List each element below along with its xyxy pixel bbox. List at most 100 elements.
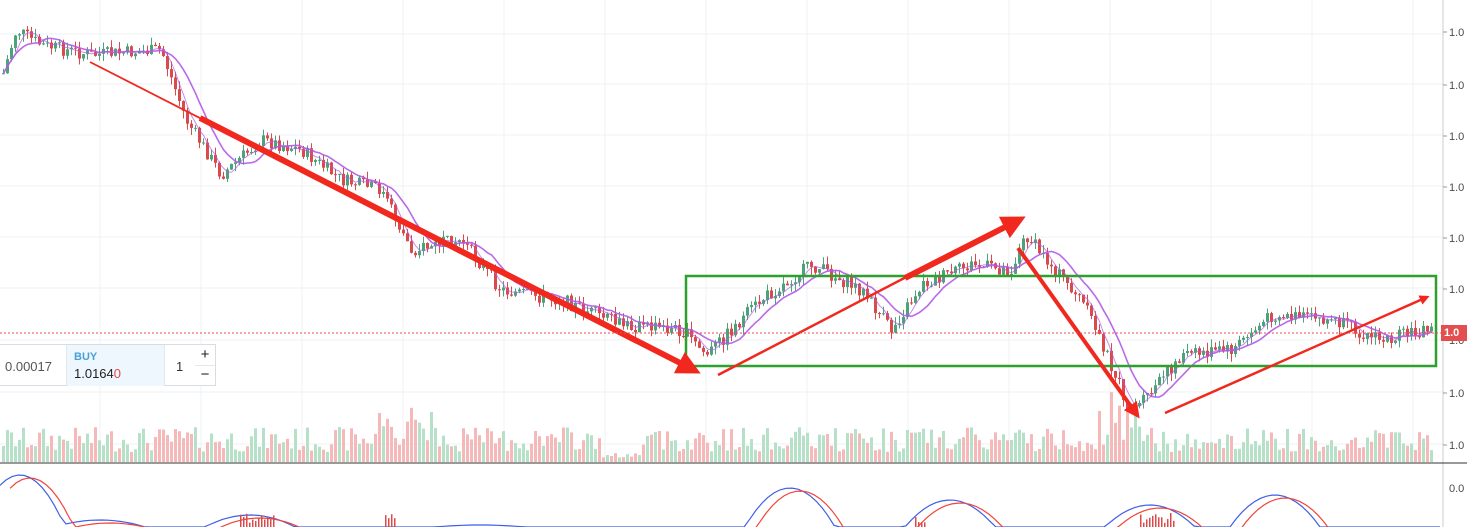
order-panel[interactable]: 0.00017 BUY 1.01640 1 + − [0, 344, 216, 386]
volume-bar [622, 457, 625, 462]
volume-bar [1286, 428, 1289, 462]
volume-bar [370, 443, 373, 462]
candle-body [666, 325, 669, 333]
volume-bar [1190, 447, 1193, 462]
macd-line [0, 474, 1440, 527]
price-axis-label: 1.0 [1449, 131, 1464, 143]
volume-bar [1134, 407, 1137, 462]
candle-body [358, 177, 361, 185]
candle-body [566, 295, 569, 307]
volume-bar [862, 438, 865, 462]
price-axis-label: 1.0 [1449, 388, 1464, 400]
price-axis[interactable]: 1.0 1.0 1.0 1.0 1.0 1.0 1.0 1.0 1.0 [1443, 27, 1464, 452]
candle-body [426, 242, 429, 249]
volume-bar [814, 448, 817, 462]
volume-bar [1366, 437, 1369, 462]
moving-average-slow [2, 37, 1432, 398]
buy-button[interactable]: BUY 1.01640 [66, 345, 165, 386]
volume-bar [914, 432, 917, 462]
volume-bar [1330, 440, 1333, 462]
volume-bar [214, 442, 217, 462]
volume-bar [526, 450, 529, 462]
candle-body [98, 53, 101, 56]
candle-body [1386, 335, 1389, 342]
volume-bar [1166, 443, 1169, 462]
candle-body [730, 328, 733, 336]
volume-bar [362, 438, 365, 462]
macd-histogram-bar [1161, 517, 1163, 527]
volume-bar [1250, 444, 1253, 462]
candle-body [790, 284, 793, 286]
volume-bar [1182, 445, 1185, 462]
volume-bar [766, 428, 769, 462]
candle-body [1118, 377, 1121, 380]
buy-price-last-digit: 0 [113, 366, 121, 381]
candle-body [1182, 353, 1185, 363]
decrease-quantity-button[interactable]: − [200, 366, 210, 383]
candle-body [2, 73, 5, 75]
candle-body [1070, 282, 1073, 293]
volume-bar [222, 447, 225, 462]
volume-bar [390, 426, 393, 462]
candle-body [330, 162, 333, 175]
candle-body [594, 307, 597, 309]
candle-body [14, 35, 17, 48]
candle-body [1166, 366, 1169, 377]
candle-body [90, 50, 93, 52]
volume-bar [122, 439, 125, 462]
volume-bar [1426, 435, 1429, 462]
volume-bar [22, 427, 25, 462]
volume-bar [1230, 435, 1233, 462]
candle-body [346, 174, 349, 186]
candle-body [474, 245, 477, 262]
candle-body [622, 318, 625, 327]
candle-body [306, 148, 309, 157]
candle-body [670, 328, 673, 333]
volume-bar [1306, 449, 1309, 462]
candle-body [66, 49, 69, 56]
candle-body [654, 322, 657, 331]
macd-histogram-bar [246, 513, 248, 527]
volume-bar [894, 439, 897, 462]
volume-bar [118, 448, 121, 462]
candle-body [926, 281, 929, 287]
candle-body [1274, 320, 1277, 322]
candle-body [694, 337, 697, 342]
volume-bar [402, 438, 405, 462]
candle-body [402, 229, 405, 234]
volume-bar [190, 433, 193, 462]
candle-body [886, 313, 889, 320]
volume-bar [1070, 445, 1073, 462]
candle-body [1098, 329, 1101, 334]
quantity-value[interactable]: 1 [176, 359, 184, 374]
volume-bar [886, 451, 889, 462]
candle-body [1066, 276, 1069, 283]
volume-bar [978, 440, 981, 462]
candle-body [270, 138, 273, 149]
candle-body [22, 29, 25, 35]
candle-body [1046, 253, 1049, 265]
volume-bar [82, 443, 85, 462]
candle-body [958, 263, 961, 267]
volume-bar [918, 432, 921, 462]
volume-bar [54, 449, 57, 462]
candle-body [1258, 325, 1261, 331]
drawing-annotations[interactable] [89, 61, 1438, 419]
candle-body [58, 42, 61, 44]
macd-histogram-bar [243, 516, 245, 527]
volume-bar [1290, 451, 1293, 462]
candle-body [198, 127, 201, 143]
increase-quantity-button[interactable]: + [195, 345, 215, 366]
volume-bar [230, 433, 233, 462]
volume-bar [518, 448, 521, 462]
macd-histogram-bar [1152, 515, 1154, 527]
candle-body [638, 322, 641, 333]
candle-body [698, 341, 701, 348]
candle-body [1382, 339, 1385, 342]
volume-bar [566, 427, 569, 462]
candle-body [722, 337, 725, 345]
macd-histogram-bar [1146, 519, 1148, 527]
volume-bar [782, 448, 785, 462]
volume-bar [26, 447, 29, 462]
